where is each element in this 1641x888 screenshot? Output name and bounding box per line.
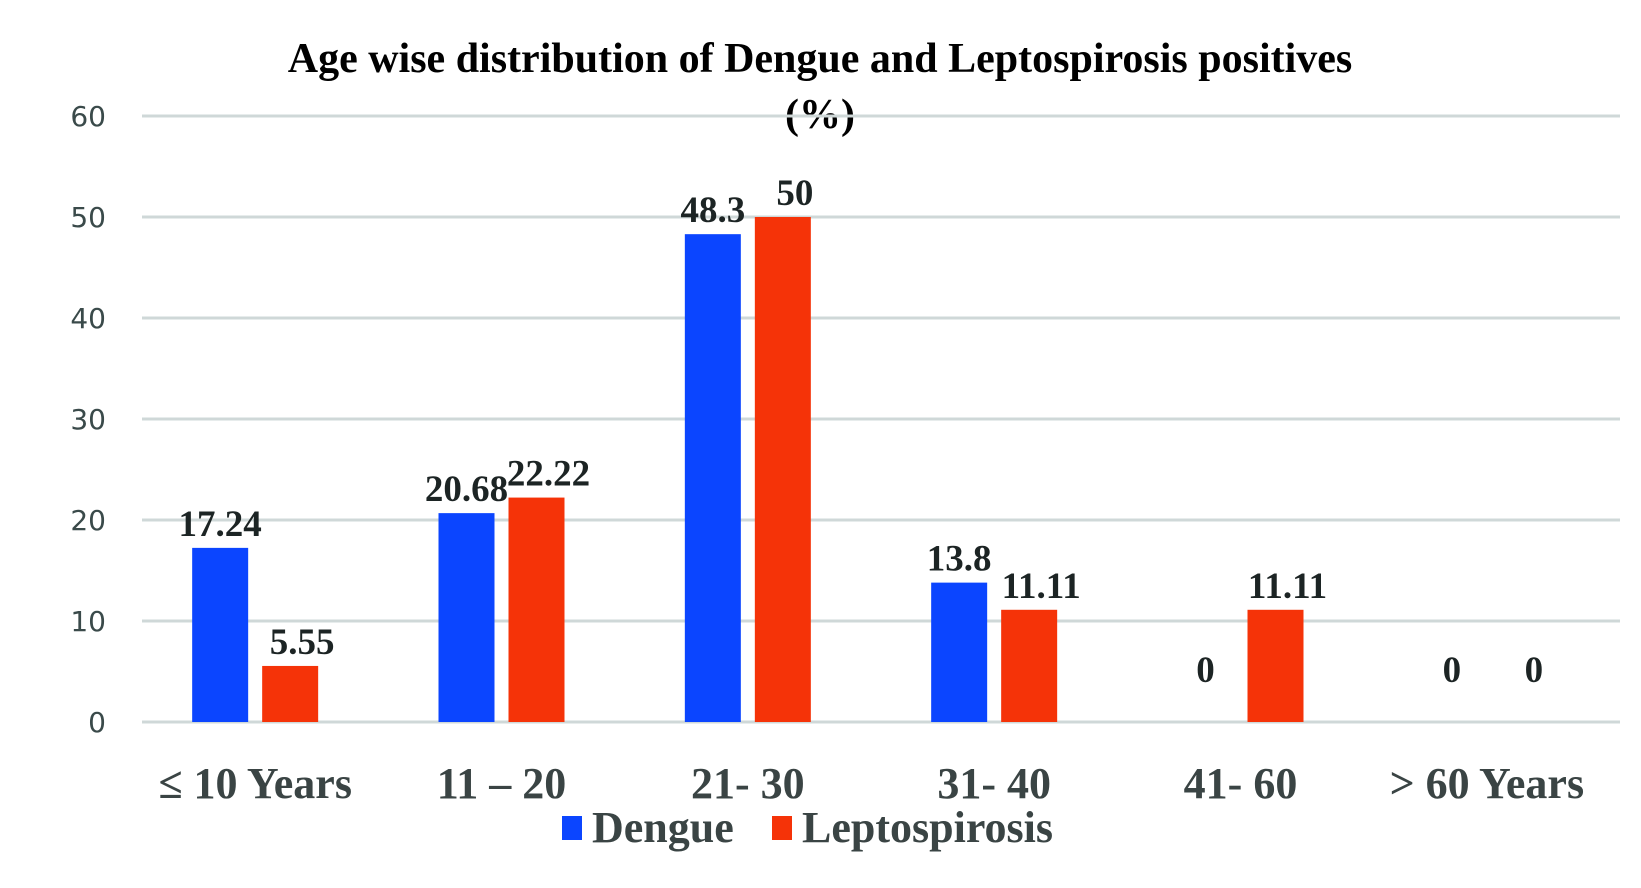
legend-label-leptospirosis: Leptospirosis [802,803,1053,852]
y-tick-label: 50 [70,201,106,234]
x-tick-label: > 60 Years [1390,759,1585,808]
data-label: 22.22 [507,454,590,495]
bar-dengue [684,234,741,723]
y-tick-label: 30 [70,403,106,436]
data-label: 0 [1525,650,1544,691]
legend-swatch-dengue [562,816,582,840]
x-tick-label: 21- 30 [691,759,805,808]
y-tick-label: 60 [70,100,106,133]
x-tick-label: 11 – 20 [437,759,567,808]
y-tick-label: 0 [88,706,106,739]
bar-leptospirosis [1247,609,1304,722]
data-label: 50 [776,173,813,214]
y-axis-ticks: 0 10 20 30 40 50 60 [70,100,106,739]
gridlines [142,114,1620,724]
bar-dengue [931,582,988,722]
data-label: 17.24 [179,504,262,545]
bars [192,217,1304,723]
data-label: 0 [1196,650,1215,691]
y-tick-label: 10 [70,605,106,638]
data-label: 5.55 [270,622,335,663]
bar-leptospirosis [508,497,565,722]
y-tick-label: 20 [70,504,106,537]
chart-title: Age wise distribution of Dengue and Lept… [288,36,1353,82]
data-label: 11.11 [1248,566,1327,607]
x-tick-label: ≤ 10 Years [158,759,352,808]
legend-label-dengue: Dengue [592,803,734,852]
x-tick-label: 31- 40 [937,759,1051,808]
data-label: 48.3 [680,190,745,231]
data-label: 0 [1443,650,1462,691]
data-label: 20.68 [425,469,508,510]
bar-dengue [192,547,249,722]
data-label: 11.11 [1002,566,1081,607]
bar-leptospirosis [262,665,319,722]
x-tick-label: 41- 60 [1184,759,1298,808]
bar-dengue [438,513,495,722]
data-label: 13.8 [927,539,992,580]
bar-leptospirosis [754,217,811,722]
bar-leptospirosis [1001,609,1058,722]
legend-swatch-leptospirosis [772,816,792,840]
x-axis-ticks: ≤ 10 Years 11 – 20 21- 30 31- 40 41- 60 > 60 … [158,759,1584,808]
y-tick-label: 40 [70,302,106,335]
legend: Dengue Leptospirosis [562,803,1053,852]
